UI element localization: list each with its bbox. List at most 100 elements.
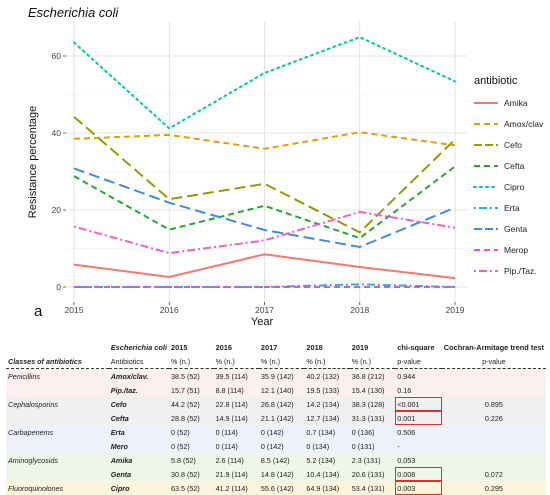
legend-label: Cefta bbox=[504, 161, 525, 171]
legend-label: Merop bbox=[504, 245, 528, 255]
resistance-value-cell: 14.9 (114) bbox=[214, 411, 259, 425]
x-tick-label: 2015 bbox=[65, 305, 84, 315]
legend-label: Amox/clav bbox=[504, 119, 544, 129]
legend: AmikaAmox/clavCefoCeftaCiproErtaGentaMer… bbox=[474, 98, 544, 276]
resistance-value-cell: 39.5 (114) bbox=[214, 369, 259, 384]
resistance-value-cell: 38.5 (52) bbox=[169, 369, 214, 384]
resistance-value-cell: 10.4 (134) bbox=[304, 467, 349, 481]
legend-label: Genta bbox=[504, 224, 527, 234]
resistance-value-cell: 38.3 (128) bbox=[350, 397, 395, 411]
chi-square-pvalue-cell: 0.506 bbox=[395, 425, 442, 439]
resistance-value-cell: 0 (52) bbox=[169, 425, 214, 439]
resistance-value-cell: 19.5 (133) bbox=[304, 383, 349, 397]
x-tick-label: 2018 bbox=[350, 305, 369, 315]
resistance-value-cell: 36.8 (212) bbox=[350, 369, 395, 384]
resistance-value-cell: 12.1 (140) bbox=[259, 383, 304, 397]
antibiotics-header: Antibiotics bbox=[109, 354, 169, 369]
trend-pvalue-cell bbox=[442, 453, 546, 467]
y-axis-ticks: 0 20 40 60 bbox=[52, 51, 66, 292]
resistance-value-cell: 0 (142) bbox=[259, 439, 304, 453]
year-header-2016: 2016 bbox=[214, 340, 259, 354]
resistance-value-cell: 28.8 (52) bbox=[169, 411, 214, 425]
year-header-2017: 2017 bbox=[259, 340, 304, 354]
resistance-value-cell: 15.7 (51) bbox=[169, 383, 214, 397]
antibiotic-class-cell: Carbapenems bbox=[6, 425, 109, 439]
antibiotic-name-cell: Amika bbox=[109, 453, 169, 467]
legend-label: Cipro bbox=[504, 182, 525, 192]
chi-pvalue-label: p-value bbox=[395, 354, 442, 369]
chi-square-pvalue-cell: 0.008 bbox=[395, 467, 442, 481]
trend-pvalue-cell: 0.295 bbox=[442, 481, 546, 495]
chart-title: Escherichia coli bbox=[28, 5, 119, 20]
trend-pvalue-cell bbox=[442, 369, 546, 384]
antibiotic-class-cell bbox=[6, 439, 109, 453]
trend-pvalue-cell: 0.226 bbox=[442, 411, 546, 425]
antibiotic-class-cell: Cephalosporins bbox=[6, 397, 109, 411]
table-subheader-row: Classes of antibiotics Antibiotics % (n.… bbox=[6, 354, 546, 369]
resistance-value-cell: 5.8 (52) bbox=[169, 453, 214, 467]
trend-pvalue-cell: 0.072 bbox=[442, 467, 546, 481]
trend-pvalue-cell: 0.895 bbox=[442, 397, 546, 411]
resistance-value-cell: 0 (114) bbox=[214, 425, 259, 439]
year-header-2015: 2015 bbox=[169, 340, 214, 354]
trend-pvalue-label: p-value bbox=[442, 354, 546, 369]
resistance-value-cell: 0 (131) bbox=[350, 439, 395, 453]
resistance-value-cell: 31.3 (131) bbox=[350, 411, 395, 425]
antibiotic-name-cell: Genta bbox=[109, 467, 169, 481]
resistance-value-cell: 0 (142) bbox=[259, 425, 304, 439]
y-tick-label: 20 bbox=[52, 205, 62, 215]
resistance-value-cell: 12.7 (134) bbox=[304, 411, 349, 425]
resistance-value-cell: 44.2 (52) bbox=[169, 397, 214, 411]
antibiotic-name-cell: Cefta bbox=[109, 411, 169, 425]
legend-title: antibiotic bbox=[474, 75, 518, 87]
trend-pvalue-cell bbox=[442, 383, 546, 397]
resistance-value-cell: 64.9 (134) bbox=[304, 481, 349, 495]
resistance-value-cell: 53.4 (131) bbox=[350, 481, 395, 495]
legend-label: Erta bbox=[504, 203, 520, 213]
y-tick-label: 60 bbox=[52, 51, 62, 61]
antibiotic-name-cell: Amox/clav. bbox=[109, 369, 169, 384]
table-title-row: Escherichia coli 2015 2016 2017 2018 201… bbox=[6, 340, 546, 354]
x-tick-label: 2019 bbox=[446, 305, 465, 315]
resistance-value-cell: 55.6 (142) bbox=[259, 481, 304, 495]
antibiotic-class-cell: Fluoroquinolones bbox=[6, 481, 109, 495]
resistance-value-cell: 20.6 (131) bbox=[350, 467, 395, 481]
resistance-value-cell: 21.9 (114) bbox=[214, 467, 259, 481]
resistance-value-cell: 63.5 (52) bbox=[169, 481, 214, 495]
resistance-value-cell: 26.8 (142) bbox=[259, 397, 304, 411]
resistance-value-cell: 8.8 (114) bbox=[214, 383, 259, 397]
resistance-value-cell: 2.6 (114) bbox=[214, 453, 259, 467]
chi-square-pvalue-cell: <0.001 bbox=[395, 397, 442, 411]
antibiotic-name-cell: Mero bbox=[109, 439, 169, 453]
legend-label: Cefo bbox=[504, 140, 522, 150]
chi-square-header: chi-square bbox=[395, 340, 442, 354]
antibiotic-class-cell: Aminoglycosids bbox=[6, 453, 109, 467]
resistance-value-cell: 0 (52) bbox=[169, 439, 214, 453]
resistance-value-cell: 30.8 (52) bbox=[169, 467, 214, 481]
unit-label: % (n.) bbox=[304, 354, 349, 369]
resistance-value-cell: 35.9 (142) bbox=[259, 369, 304, 384]
y-tick-label: 40 bbox=[52, 128, 62, 138]
resistance-value-cell: 15.4 (130) bbox=[350, 383, 395, 397]
resistance-value-cell: 21.1 (142) bbox=[259, 411, 304, 425]
chi-square-pvalue-cell: 0.16 bbox=[395, 383, 442, 397]
y-axis-label: Resistance percentage bbox=[27, 106, 39, 219]
resistance-value-cell: 22.8 (114) bbox=[214, 397, 259, 411]
antibiotic-name-cell: Cipro bbox=[109, 481, 169, 495]
resistance-value-cell: 5.2 (134) bbox=[304, 453, 349, 467]
antibiotic-class-cell: Penicillins bbox=[6, 369, 109, 384]
y-tick-label: 0 bbox=[56, 282, 61, 292]
antibiotic-name-cell: Erta bbox=[109, 425, 169, 439]
legend-label: Pip./Taz. bbox=[504, 266, 537, 276]
resistance-value-cell: 0.7 (134) bbox=[304, 425, 349, 439]
chi-square-pvalue-cell: 0.003 bbox=[395, 481, 442, 495]
